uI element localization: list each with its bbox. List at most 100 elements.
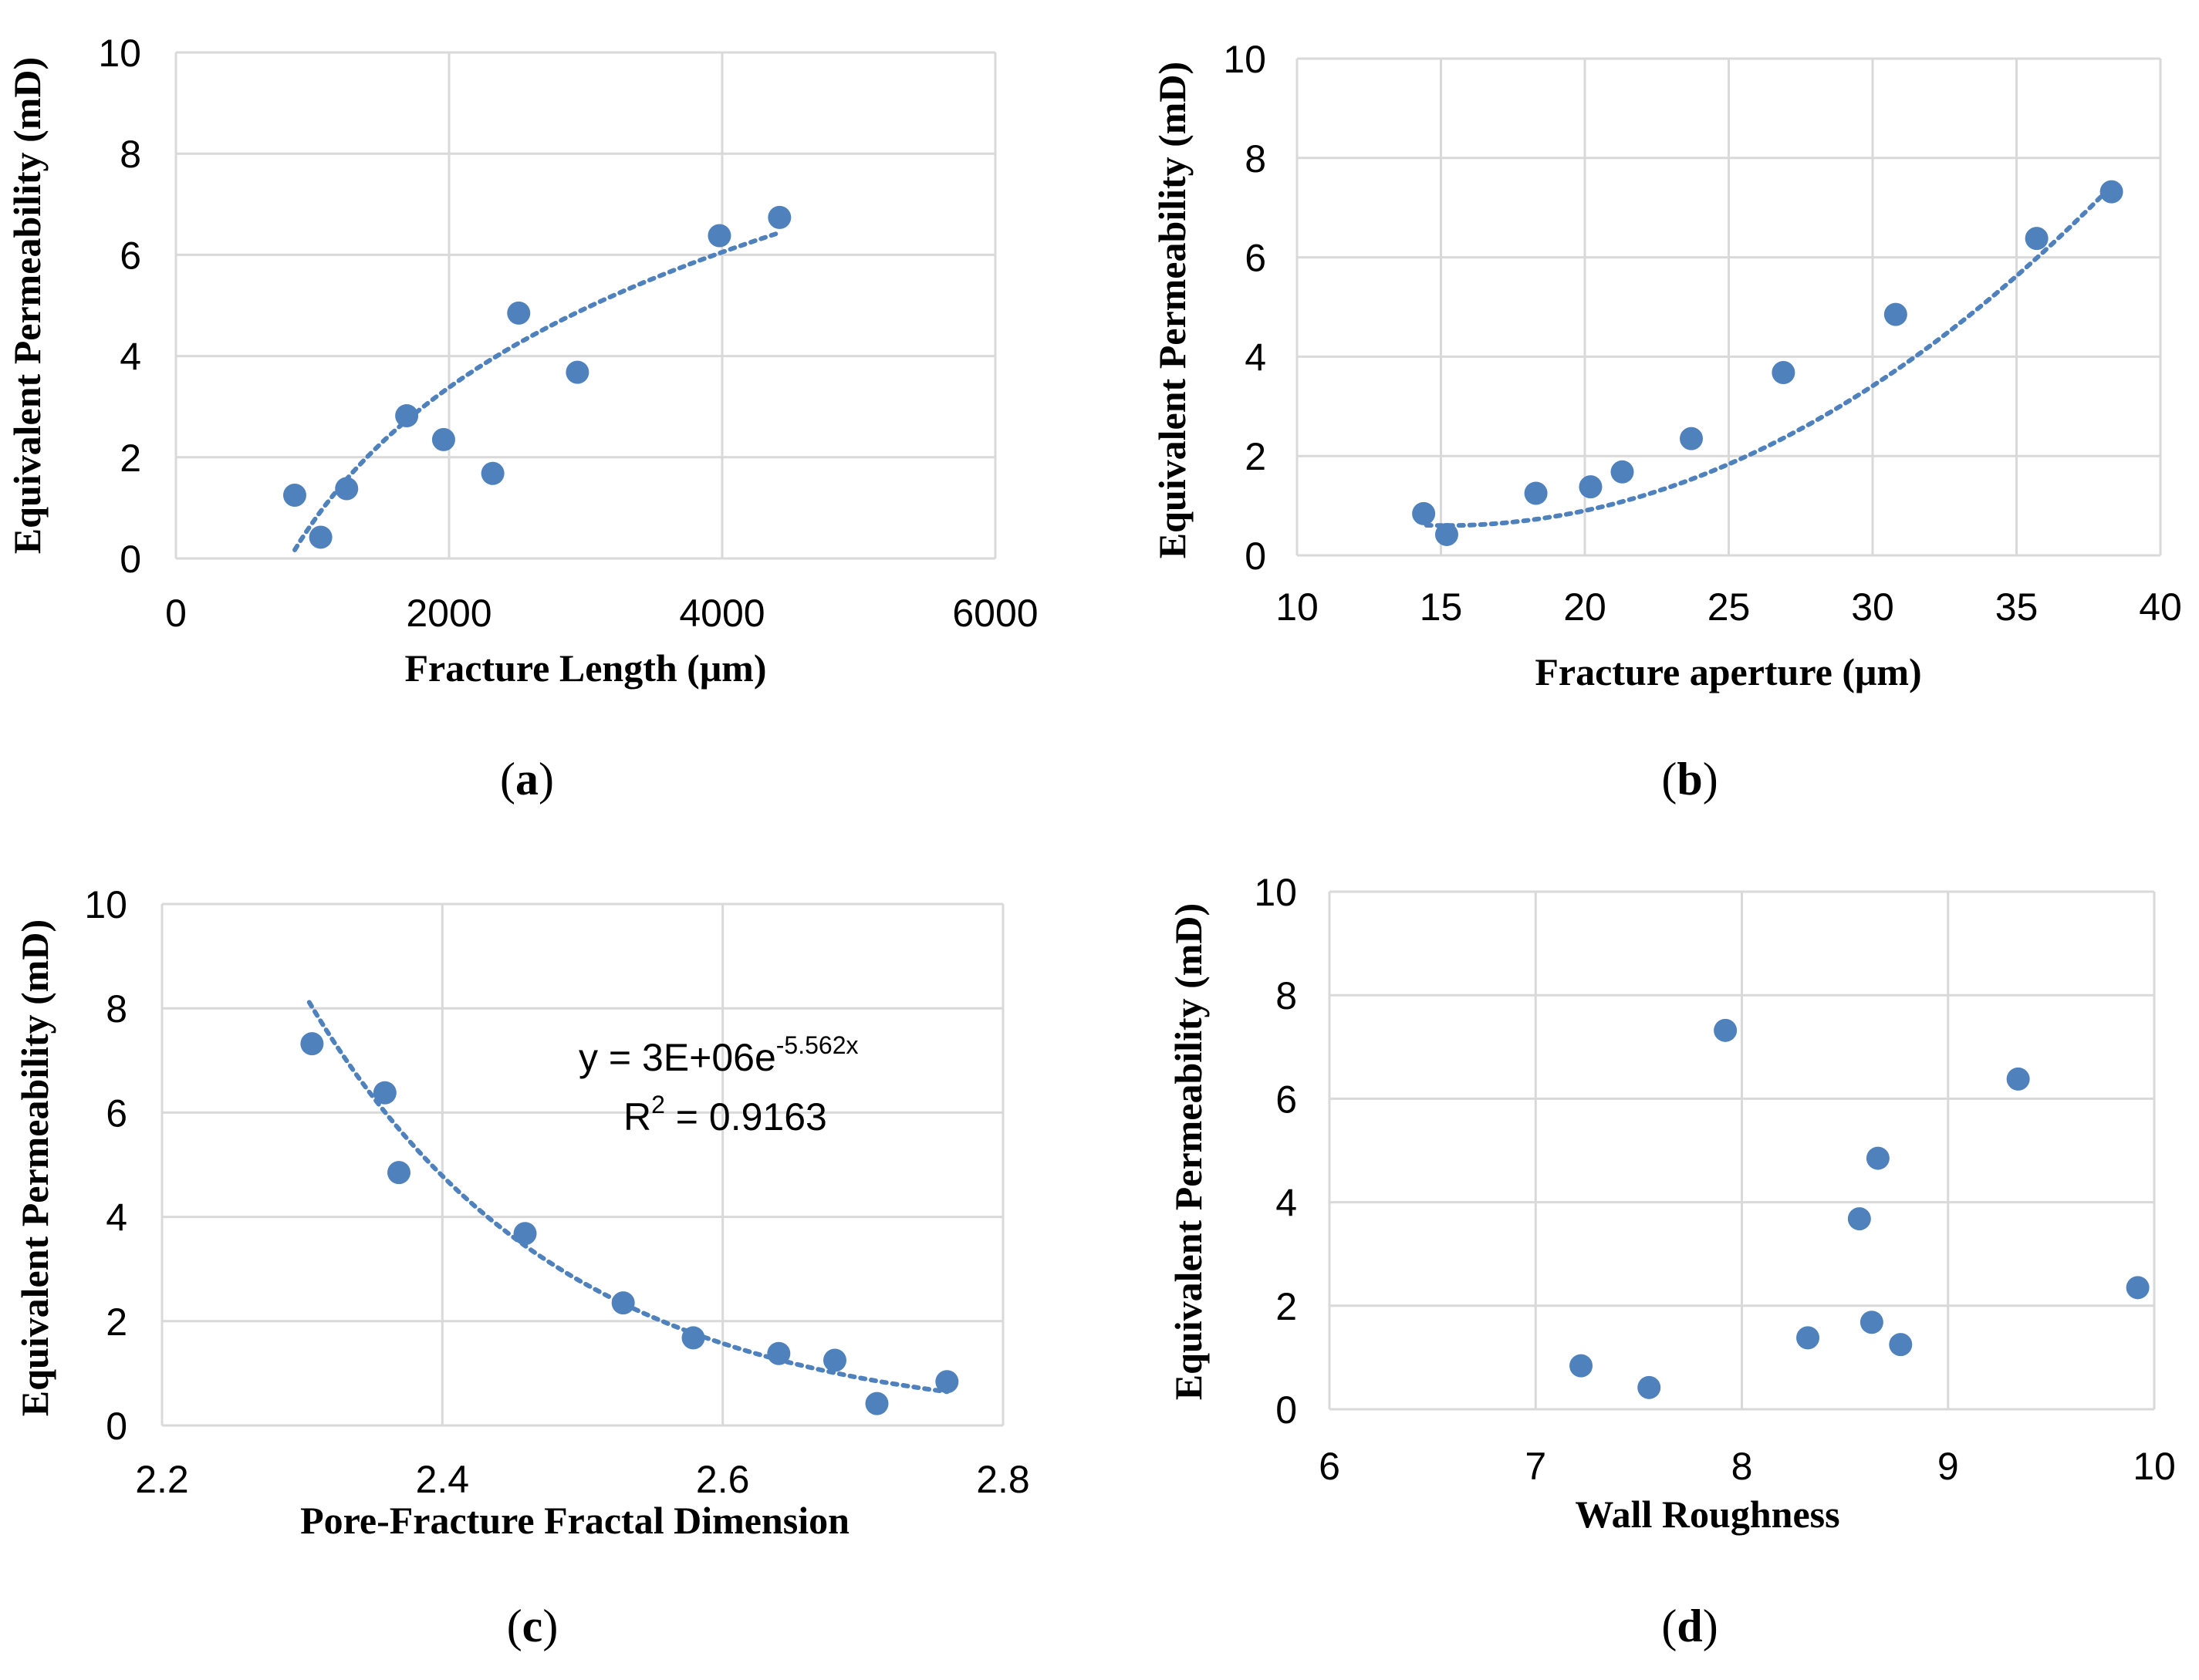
data-point	[1772, 361, 1795, 385]
data-point	[1883, 302, 1907, 326]
data-point	[2126, 1276, 2150, 1300]
y-tick-label: 4	[106, 1196, 127, 1240]
trendline	[292, 230, 782, 552]
chart-panel-d: 6 7 8 9 10 0 2 4 6 8 10 Wall Roughness Equivalent Pe…	[1167, 871, 2176, 1651]
panel-label-letter: b	[1677, 754, 1702, 805]
x-axis-title: Wall Roughness	[1575, 1493, 1839, 1536]
y-tick-label: 6	[120, 234, 141, 277]
panel-label: (d)	[1661, 1601, 1718, 1651]
x-tick-label: 2.8	[976, 1458, 1030, 1501]
data-point	[431, 427, 455, 451]
y-tick-label: 2	[1275, 1285, 1297, 1328]
y-axis-title: Equivalent Permeability (mD)	[1150, 62, 1194, 558]
data-point	[1524, 481, 1548, 505]
panel-label-open-paren: (	[1661, 754, 1677, 805]
y-tick-label: 8	[120, 133, 141, 176]
x-tick-label: 25	[1708, 585, 1751, 629]
x-tick-label: 8	[1731, 1445, 1753, 1488]
y-tick-label: 0	[1275, 1388, 1297, 1432]
trendline	[1424, 184, 2114, 528]
y-tick-label: 6	[1245, 237, 1266, 280]
panel-label-close-paren: )	[542, 1601, 558, 1651]
y-tick-label: 6	[106, 1091, 127, 1135]
panel-label-open-paren: (	[1661, 1601, 1677, 1651]
x-tick-label: 9	[1937, 1445, 1959, 1488]
data-point	[1434, 522, 1458, 546]
y-tick-label: 0	[120, 538, 141, 581]
panel-label: (a)	[500, 754, 554, 805]
y-tick-label: 2	[120, 437, 141, 480]
panel-label-open-paren: (	[507, 1601, 522, 1651]
data-point	[708, 224, 731, 248]
data-point	[768, 205, 792, 229]
x-tick-label: 2.6	[696, 1458, 750, 1501]
panel-label-letter: a	[515, 754, 539, 805]
data-point	[335, 477, 359, 501]
x-tick-label: 10	[1275, 585, 1319, 629]
data-point	[611, 1291, 635, 1315]
y-tick-label: 0	[1245, 535, 1266, 578]
y-tick-label: 10	[98, 32, 141, 75]
data-point	[481, 461, 505, 485]
y-tick-label: 2	[1245, 435, 1266, 478]
panel-label-close-paren: )	[1703, 1601, 1718, 1651]
trendline-r-squared: R2 = 0.9163	[623, 1091, 827, 1139]
data-point	[309, 525, 333, 549]
data-point	[1860, 1311, 1883, 1334]
x-tick-label: 6	[1319, 1445, 1340, 1488]
x-axis-title: Fracture aperture (μm)	[1535, 650, 1921, 693]
panel-label-close-paren: )	[539, 754, 554, 805]
y-tick-label: 4	[1275, 1182, 1297, 1225]
data-point	[1680, 427, 1704, 450]
data-point	[935, 1370, 959, 1394]
data-point	[282, 484, 306, 507]
y-tick-label: 6	[1275, 1078, 1297, 1121]
data-point	[300, 1032, 324, 1056]
x-tick-label: 40	[2139, 585, 2182, 629]
data-point	[1847, 1207, 1871, 1231]
x-tick-label: 2.2	[135, 1458, 189, 1501]
equation-exponent: -5.562x	[776, 1031, 859, 1059]
data-point	[865, 1392, 889, 1415]
x-tick-label: 2000	[406, 592, 491, 635]
data-point	[2099, 180, 2123, 204]
data-point	[1569, 1354, 1593, 1378]
x-tick-label: 35	[1995, 585, 2039, 629]
data-point	[1637, 1375, 1661, 1399]
y-tick-label: 8	[1275, 974, 1297, 1017]
r2-value: = 0.9163	[665, 1095, 827, 1139]
panel-label-open-paren: (	[500, 754, 515, 805]
data-point	[767, 1341, 791, 1365]
data-point	[513, 1222, 537, 1246]
data-point	[1579, 475, 1603, 499]
x-tick-label: 20	[1563, 585, 1606, 629]
data-point	[681, 1326, 705, 1350]
data-point	[1412, 501, 1436, 525]
x-tick-label: 15	[1420, 585, 1463, 629]
data-point	[2025, 227, 2049, 251]
data-point	[1866, 1146, 1890, 1170]
y-tick-label: 8	[106, 987, 127, 1031]
x-tick-label: 6000	[952, 592, 1038, 635]
panel-label: (c)	[507, 1601, 559, 1651]
data-point	[373, 1081, 397, 1105]
r2-superscript: 2	[651, 1091, 665, 1118]
data-point	[395, 404, 419, 428]
y-tick-label: 4	[120, 336, 141, 379]
x-axis-title: Pore-Fracture Fractal Dimension	[300, 1499, 850, 1542]
x-tick-label: 30	[1851, 585, 1894, 629]
data-point	[507, 301, 531, 325]
panel-label-letter: d	[1677, 1601, 1702, 1651]
panel-label-letter: c	[522, 1601, 543, 1651]
panel-label-close-paren: )	[1703, 754, 1718, 805]
y-tick-label: 2	[106, 1300, 127, 1344]
chart-panel-c: 2.2 2.4 2.6 2.8 0 2 4 6 8 10 Pore-Fracture Fractal…	[13, 883, 1030, 1651]
data-point	[566, 360, 589, 384]
data-point	[823, 1348, 846, 1372]
x-tick-label: 7	[1525, 1445, 1546, 1488]
y-tick-label: 4	[1245, 336, 1266, 379]
y-axis-title: Equivalent Permeability (mD)	[1167, 903, 1210, 1400]
y-tick-label: 10	[1223, 38, 1266, 81]
x-tick-label: 4000	[679, 592, 765, 635]
